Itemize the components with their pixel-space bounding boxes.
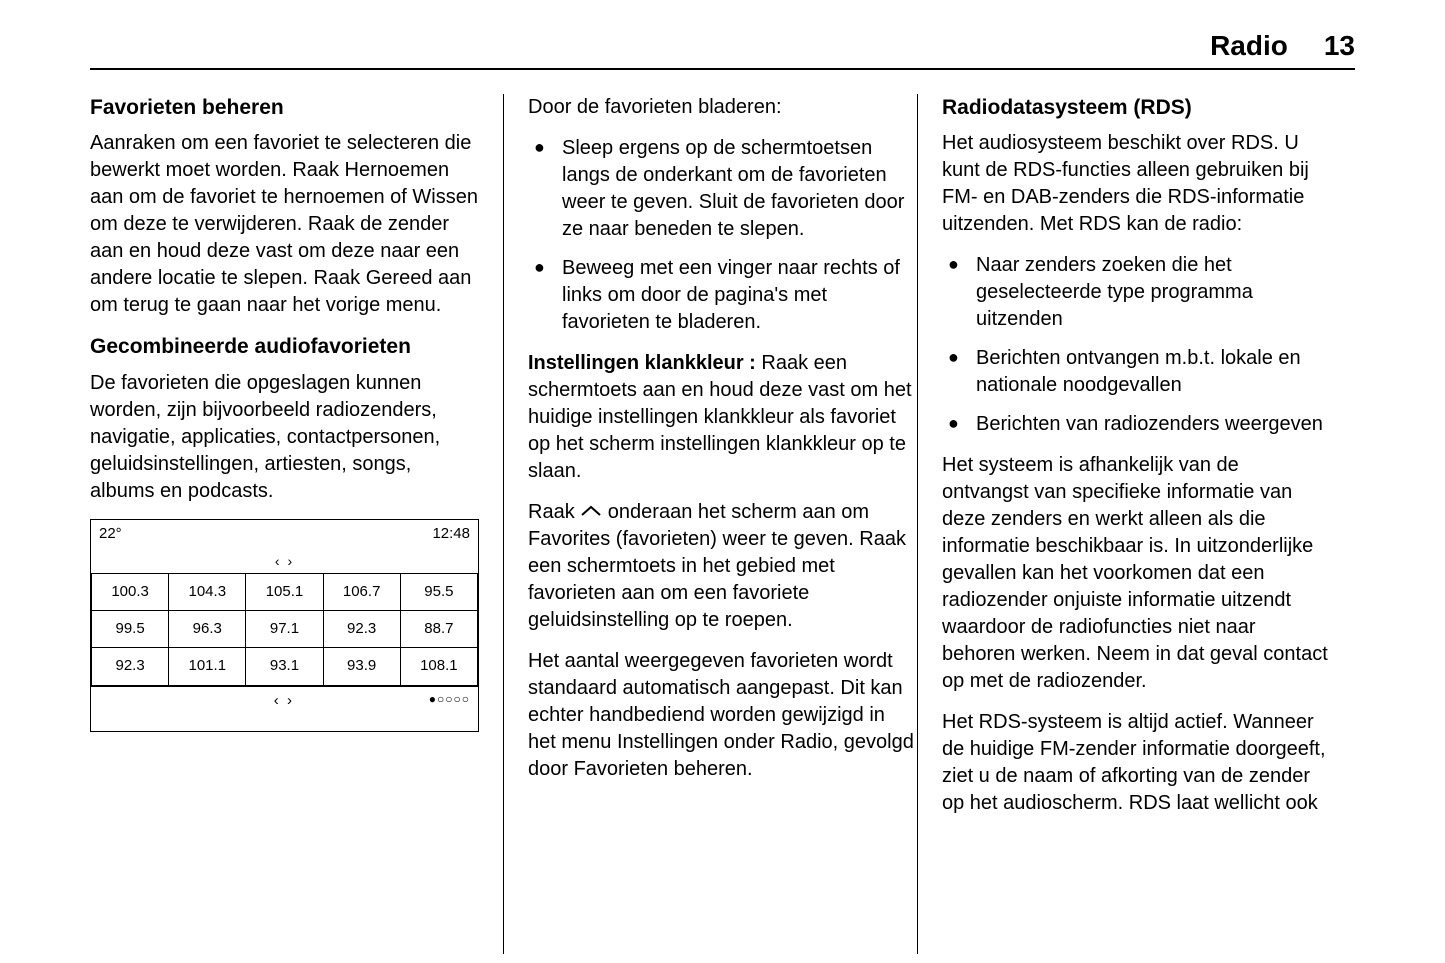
paragraph: Het audiosysteem beschikt over RDS. U ku… [942, 130, 1331, 238]
table-row: 99.5 96.3 97.1 92.3 88.7 [92, 611, 478, 648]
freq-cell: 108.1 [400, 648, 477, 685]
screen-temperature: 22° [99, 524, 122, 544]
freq-cell: 99.5 [92, 611, 169, 648]
freq-cell: 106.7 [323, 573, 400, 610]
heading-combined-audio-favorites: Gecombineerde audiofavorieten [90, 333, 479, 361]
screen-mockup: 22° 12:48 ‹ › 100.3 104.3 105.1 106.7 95… [90, 519, 479, 732]
list-item: Sleep ergens op de schermtoetsen langs d… [528, 135, 917, 243]
list-item: Naar zenders zoeken die het geselecteerd… [942, 252, 1331, 333]
freq-cell: 105.1 [246, 573, 323, 610]
heading-manage-favorites: Favorieten beheren [90, 94, 479, 122]
frequency-table: 100.3 104.3 105.1 106.7 95.5 99.5 96.3 9… [91, 573, 478, 686]
freq-cell: 96.3 [169, 611, 246, 648]
header-title: Radio [1210, 30, 1288, 62]
screen-bottombar: ‹ › ●○○○○ [91, 686, 478, 731]
column-3: Radiodatasysteem (RDS) Het audiosysteem … [918, 94, 1355, 954]
list-item: Berichten van radiozenders weergeven [942, 411, 1331, 438]
freq-cell: 100.3 [92, 573, 169, 610]
freq-cell: 101.1 [169, 648, 246, 685]
paragraph: Aanraken om een favoriet te selecteren d… [90, 130, 479, 319]
chevrons-bottom: ‹ › [139, 691, 429, 711]
bullet-list: Naar zenders zoeken die het geselecteerd… [942, 252, 1331, 438]
table-row: 92.3 101.1 93.1 93.9 108.1 [92, 648, 478, 685]
paragraph-lead: Door de favorieten bladeren: [528, 94, 917, 121]
heading-rds: Radiodatasysteem (RDS) [942, 94, 1331, 122]
chevron-up-icon [580, 499, 602, 526]
screen-topbar: 22° 12:48 [91, 520, 478, 552]
inline-text: Raak [528, 501, 580, 523]
freq-cell: 92.3 [92, 648, 169, 685]
columns: Favorieten beheren Aanraken om een favor… [90, 94, 1355, 954]
list-item: Berichten ontvangen m.b.t. lokale en nat… [942, 345, 1331, 399]
paragraph: Het aantal weergegeven favorieten wordt … [528, 648, 917, 783]
paragraph: Instellingen klankkleur : Raak een scher… [528, 350, 917, 485]
paragraph: Het systeem is afhankelijk van de ontvan… [942, 452, 1331, 695]
page-header: Radio 13 [90, 30, 1355, 70]
freq-cell: 93.1 [246, 648, 323, 685]
page-dots: ●○○○○ [429, 691, 470, 711]
paragraph: De favorieten die opgeslagen kunnen word… [90, 370, 479, 505]
bullet-list: Sleep ergens op de schermtoetsen langs d… [528, 135, 917, 336]
chevrons-top: ‹ › [91, 552, 478, 573]
freq-cell: 93.9 [323, 648, 400, 685]
paragraph: Het RDS-systeem is altijd actief. Wannee… [942, 709, 1331, 817]
screen-time: 12:48 [432, 524, 470, 544]
freq-cell: 88.7 [400, 611, 477, 648]
column-2: Door de favorieten bladeren: Sleep ergen… [504, 94, 917, 954]
column-1: Favorieten beheren Aanraken om een favor… [90, 94, 503, 954]
inline-bold: Instellingen klankkleur : [528, 352, 756, 374]
freq-cell: 92.3 [323, 611, 400, 648]
freq-cell: 95.5 [400, 573, 477, 610]
freq-cell: 97.1 [246, 611, 323, 648]
paragraph: Raak onderaan het scherm aan om Favorite… [528, 499, 917, 634]
table-row: 100.3 104.3 105.1 106.7 95.5 [92, 573, 478, 610]
page: Radio 13 Favorieten beheren Aanraken om … [0, 0, 1445, 963]
header-page-number: 13 [1324, 30, 1355, 62]
list-item: Beweeg met een vinger naar rechts of lin… [528, 255, 917, 336]
freq-cell: 104.3 [169, 573, 246, 610]
